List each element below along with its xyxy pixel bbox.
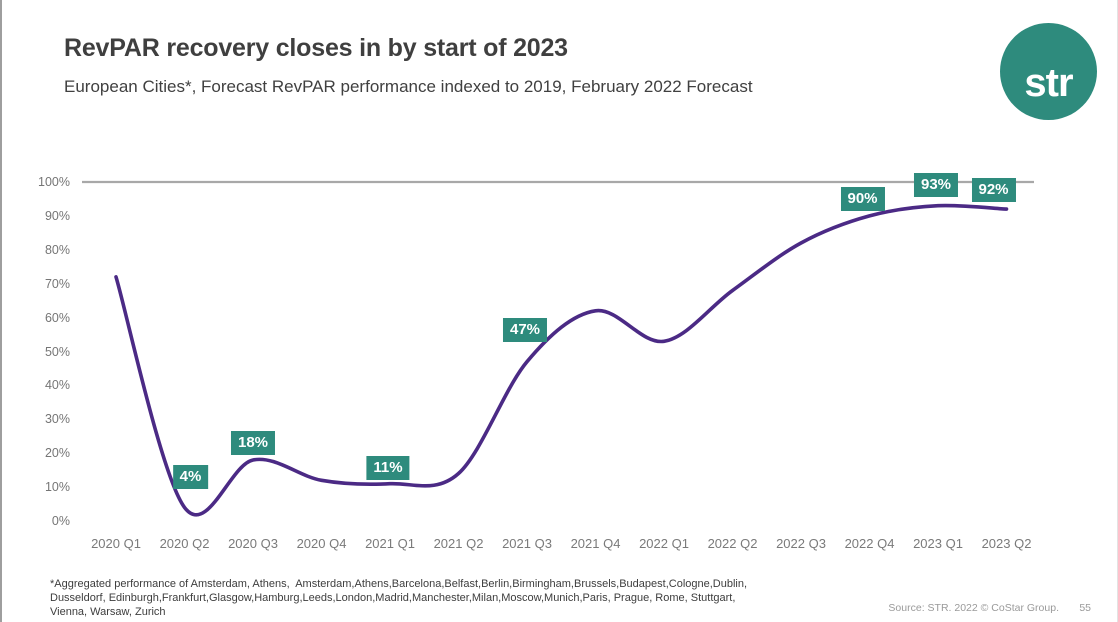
x-tick-2021-Q3: 2021 Q3 [502, 536, 552, 551]
y-tick-50: 50% [44, 344, 70, 359]
data-label-2022-Q4: 90% [840, 186, 885, 211]
page-subtitle: European Cities*, Forecast RevPAR perfor… [64, 77, 753, 96]
y-tick-60: 60% [44, 310, 70, 325]
source-text: Source: STR. 2022 © CoStar Group. [888, 602, 1059, 614]
y-tick-40: 40% [44, 378, 70, 393]
y-tick-20: 20% [44, 446, 70, 461]
data-label-2020-Q3: 18% [230, 430, 276, 455]
x-tick-2022-Q2: 2022 Q2 [707, 536, 758, 551]
y-tick-30: 30% [44, 412, 70, 427]
data-label-2021-Q3: 47% [502, 317, 548, 342]
x-tick-2023-Q1: 2023 Q1 [913, 536, 963, 551]
footnote-line-2: Dusseldorf, Edinburgh,Frankfurt,Glasgow,… [50, 592, 736, 604]
page-number: 55 [1079, 602, 1091, 614]
data-label-2023-Q2: 92% [971, 178, 1016, 203]
x-tick-2020-Q3: 2020 Q3 [228, 536, 278, 551]
x-tick-2021-Q2: 2021 Q2 [433, 536, 484, 551]
x-tick-2020-Q2: 2020 Q2 [159, 536, 210, 551]
x-tick-2020-Q1: 2020 Q1 [91, 536, 141, 551]
footnote-line-1: *Aggregated performance of Amsterdam, At… [50, 578, 748, 590]
y-tick-10: 10% [44, 480, 70, 495]
str-logo-underline [1024, 120, 1049, 125]
x-tick-2021-Q1: 2021 Q1 [365, 536, 415, 551]
y-tick-0: 0% [51, 514, 70, 528]
y-tick-80: 80% [44, 242, 70, 257]
x-tick-2022-Q3: 2022 Q3 [776, 536, 826, 551]
page-title: RevPAR recovery closes in by start of 20… [64, 34, 568, 62]
footnote-line-3: Vienna, Warsaw, Zurich [50, 606, 166, 618]
x-tick-2020-Q4: 2020 Q4 [296, 536, 347, 551]
y-tick-90: 90% [44, 208, 70, 223]
str-logo: str [1000, 23, 1097, 125]
x-tick-2023-Q2: 2023 Q2 [981, 536, 1032, 551]
x-tick-2022-Q4: 2022 Q4 [844, 536, 895, 551]
revpar-line [114, 203, 1009, 517]
x-tick-2022-Q1: 2022 Q1 [639, 536, 689, 551]
data-label-2023-Q1: 93% [913, 172, 959, 197]
data-label-2020-Q2: 4% [172, 465, 209, 490]
data-label-2021-Q1: 11% [366, 455, 410, 480]
y-tick-100: 100% [38, 175, 70, 189]
y-tick-70: 70% [44, 276, 70, 291]
str-logo-text: str [1024, 61, 1073, 105]
x-tick-2021-Q4: 2021 Q4 [570, 536, 621, 551]
